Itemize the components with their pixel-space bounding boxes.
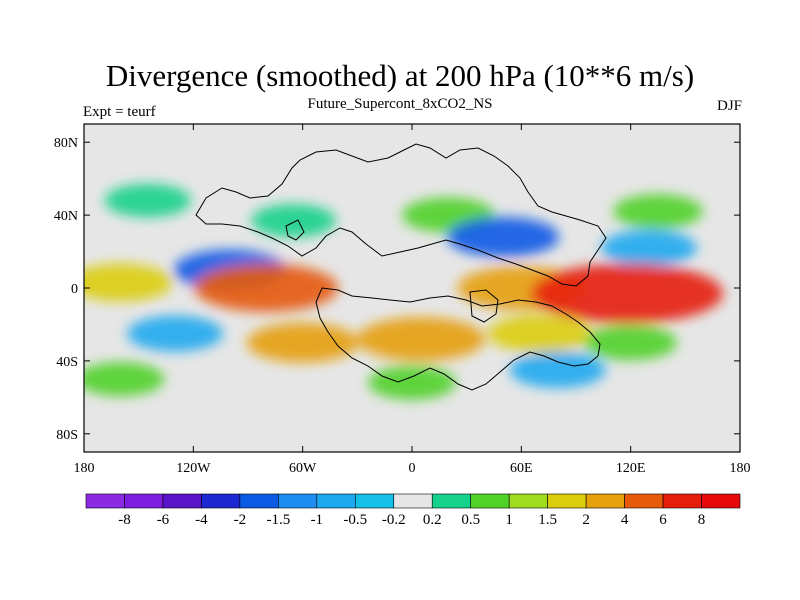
season-label: DJF [716,98,742,114]
axes: 180 120W 60W 0 60E 120E 180 80N 40N 0 40S 80S [54,124,751,476]
colorbar-swatch-3 [201,493,241,509]
colorbar-label-9: 0.5 [461,512,480,528]
field-blob-3 [104,183,191,218]
colorbar-label-13: 4 [621,512,629,528]
x-tick-label-6: 180 [730,461,751,476]
colorbar-swatch-0 [85,493,125,509]
field-blob-7 [84,263,173,302]
colorbar-label-10: 1 [505,512,513,528]
y-tick-label-2: 0 [71,282,78,297]
colorbar-swatch-9 [431,493,472,509]
field-blob-2 [613,194,703,229]
field-blob-16 [127,315,224,352]
y-tick-label-4: 80S [56,428,78,443]
field-blob-8 [194,264,339,312]
colorbar-swatch-12 [547,493,587,509]
chart-title: Divergence (smoothed) at 200 hPa (10**6 … [105,58,695,93]
colorbar-label-1: -6 [157,512,170,528]
colorbar-swatch-10 [470,493,510,509]
colorbar-swatch-5 [278,493,318,509]
field-blob-17 [84,362,165,397]
y-tick-label-3: 40S [56,355,78,370]
colorbar-label-5: -1 [311,512,324,528]
colorbar-swatch-15 [662,493,702,509]
x-tick-label-0: 180 [74,461,95,476]
colorbar-label-2: -4 [195,512,208,528]
colorbar-label-14: 6 [659,512,667,528]
colorbar: -8 -6 -4 -2 -1.5 -1 -0.5 -0.2 0.2 0.5 1 1.5 2 4 6 8 [85,493,741,528]
field-blob-6 [600,229,697,266]
field-blob-13 [487,314,592,353]
colorbar-swatch-8 [393,493,433,509]
x-tick-label-1: 120W [176,461,211,476]
colorbar-label-0: -8 [118,512,131,528]
colorbar-swatch-14 [624,493,664,509]
colorbar-label-6: -0.5 [343,512,367,528]
x-tick-label-5: 120E [616,461,646,476]
colorbar-label-15: 8 [698,512,706,528]
field-blob-18 [368,365,456,400]
colorbar-label-3: -2 [234,512,247,528]
field-blob-15 [509,352,606,388]
x-tick-label-2: 60W [289,461,317,476]
colorbar-swatch-16 [701,493,741,509]
y-tick-label-1: 40N [54,209,78,224]
x-tick-label-3: 0 [409,461,416,476]
y-tick-label-0: 80N [54,136,78,151]
coastline-west-isle [285,219,305,241]
coastline-south [315,287,601,391]
field-blob-12 [357,317,486,362]
field-blob-0 [251,203,336,238]
colorbar-label-12: 2 [582,512,590,528]
colorbar-label-4: -1.5 [266,512,290,528]
colorbar-swatch-6 [316,493,356,509]
field-blob-5 [447,216,560,257]
colorbar-label-7: -0.2 [382,512,406,528]
colorbar-label-11: 1.5 [538,512,557,528]
colorbar-swatch-2 [162,493,202,509]
field-blob-11 [246,322,359,363]
experiment-label: Expt = teurf [83,104,156,120]
colorbar-label-8: 0.2 [423,512,442,528]
divergence-field [84,183,724,400]
chart-subtitle: Future_Supercont_8xCO2_NS [307,96,493,112]
field-blob-10 [531,263,724,324]
coastline-east [469,289,499,323]
x-tick-label-4: 60E [510,461,533,476]
field-blob-14 [584,325,678,361]
colorbar-swatch-7 [354,493,395,509]
colorbar-swatch-13 [585,493,625,509]
colorbar-swatch-4 [239,493,279,509]
colorbar-swatch-11 [508,493,548,509]
continent-outlines [195,143,607,391]
coastline-north [195,143,607,287]
colorbar-swatch-1 [124,493,164,509]
